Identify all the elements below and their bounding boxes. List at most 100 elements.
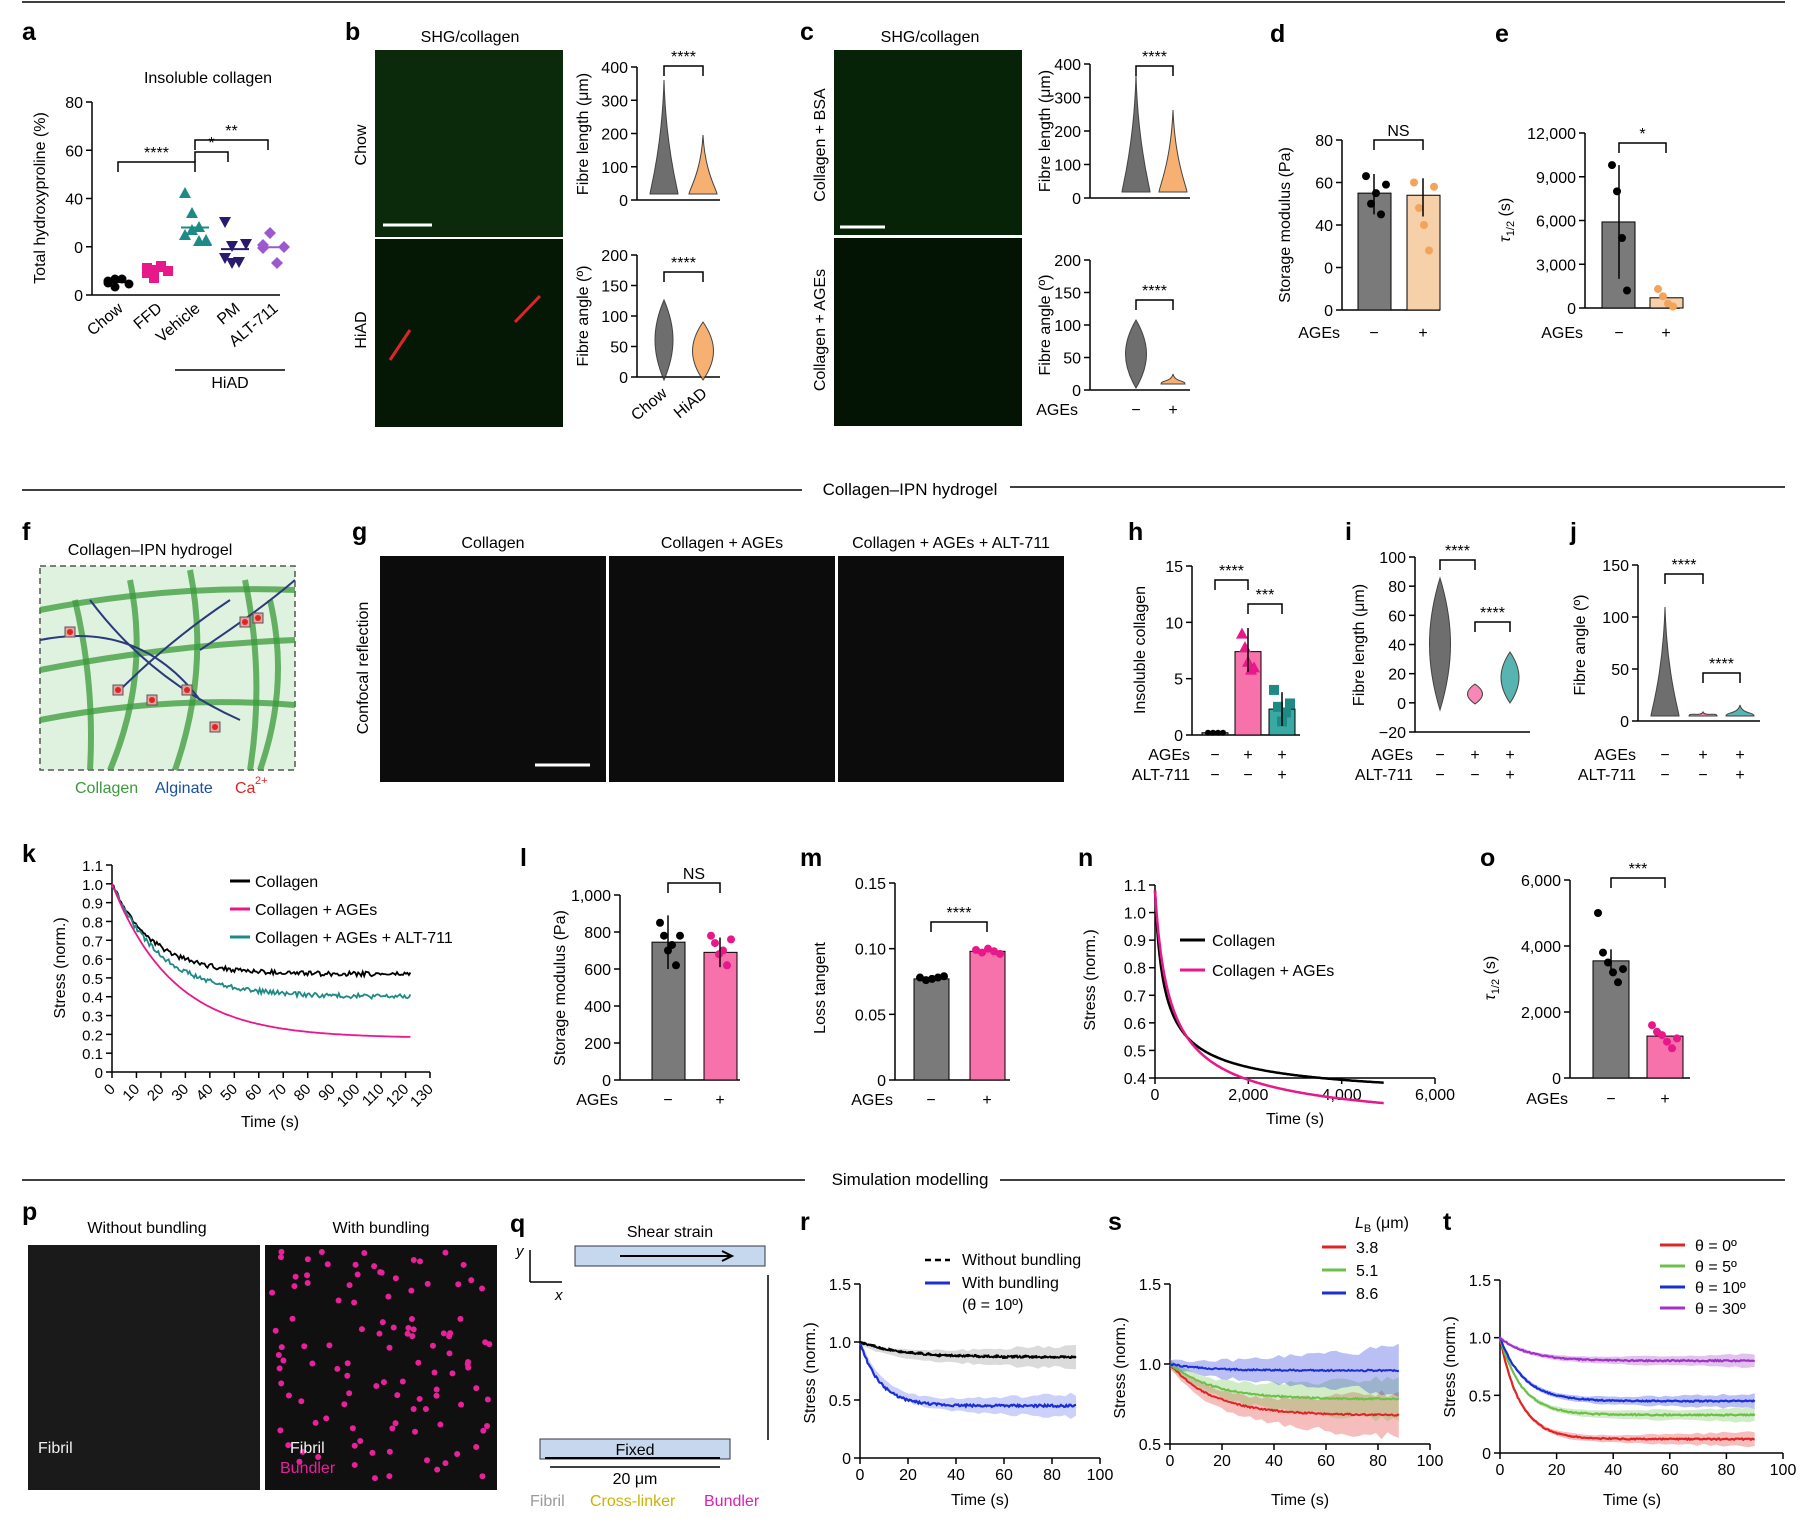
l-point [668,940,676,949]
m-x-tick-label: + [982,1092,991,1109]
fibre [375,403,378,407]
l-y-label: Storage modulus (Pa) [552,910,569,1066]
fibre [83,1487,86,1490]
r-y-tick-label: 1.5 [829,1277,851,1294]
d-y-tick-label: 80 [1315,133,1333,150]
p-bundler-dot [408,1316,415,1323]
m-point [972,945,980,954]
m-point [922,976,930,985]
b-row-label-chow: Chow [353,124,370,165]
h-alt-sign: + [1277,767,1286,784]
h-point [1269,684,1279,695]
panel-letter-b: b [345,18,360,46]
b2-y-tick-label: 100 [601,309,628,326]
fibre [545,1390,553,1392]
o-point [1673,1034,1681,1043]
h-point [1273,701,1283,712]
b1-y-tick-label: 0 [619,193,628,210]
n-y-tick-label: 0.9 [1124,933,1146,950]
p-bundler-dot [479,1473,486,1480]
k-y-tick-label: 0 [95,1065,103,1082]
e-sig-label: * [1639,126,1645,143]
n-y-tick-label: 0.4 [1124,1071,1146,1088]
e-ages-label: AGEs [1541,325,1583,342]
p-bundler-dot [449,1370,456,1377]
s-x-tick-label: 20 [1213,1453,1231,1470]
b1-sig-bracket [663,65,704,76]
b1-y-label: Fibre length (μm) [575,73,592,195]
p-bundler-dot [410,1326,417,1333]
p-bundler-dot [460,1261,467,1268]
p-bundler-dot [318,1249,325,1256]
t-band-1 [1500,1336,1755,1423]
f-ca-ion [149,697,155,703]
g-image-2-bg [838,556,1064,782]
t-legend-label-0: θ = 0º [1695,1238,1737,1255]
f-ca-ion [184,687,190,693]
a-point [219,217,231,228]
h-1-sig-label: **** [1219,563,1244,580]
panel-letter-k: k [22,840,36,868]
s-y-tick-label: 1.0 [1139,1357,1161,1374]
fibre [85,1245,87,1247]
c2-y-tick-label: 50 [1063,351,1081,368]
p-bundler-dot [278,1344,285,1351]
m-bar-plus [969,950,1006,1081]
k-y-tick-label: 0.8 [82,914,103,931]
fibre [195,1489,197,1490]
p-bundler-dot [361,1250,368,1257]
f-ca-ion [255,615,261,621]
r-y-tick-label: 0.5 [829,1393,851,1410]
p-bundler-dot [312,1419,319,1426]
fibre [961,50,967,57]
t-x-tick-label: 100 [1770,1462,1797,1479]
h-point [1215,729,1221,736]
a-title: Insoluble collagen [144,70,272,87]
b2-violin-hiad [692,321,714,381]
c-image-ages-bg [834,238,1022,426]
p-bundler-dot [479,1285,486,1292]
o-point [1648,1021,1656,1030]
b2-y-tick-label: 0 [619,370,628,387]
l-y-tick-label: 200 [584,1036,611,1053]
s-band-0 [1170,1359,1399,1440]
s-legend-title: LB (μm) [1355,1215,1409,1235]
m-x-tick-label: − [926,1092,935,1109]
a-group-label: HiAD [211,375,248,392]
p-bundler-dot [442,1460,449,1467]
f-alginate-chain [119,599,231,691]
b-image-hiad-bg [375,239,563,427]
n-y-tick-label: 0.6 [1124,1016,1146,1033]
h-y-tick-label: 15 [1165,559,1183,576]
k-x-label: Time (s) [241,1114,299,1131]
fibre [375,196,379,199]
p-bundler-dot [385,1293,392,1300]
f-collagen-fibre [257,599,281,771]
panel-letter-n: n [1078,844,1093,872]
a-point [156,261,166,271]
p-bundler-dot [429,1342,436,1349]
k-x-tick-label: 100 [334,1081,364,1111]
b2-x-tick-label: Chow [628,385,671,425]
p-bundler-dot [380,1379,387,1386]
fibre [28,1348,29,1350]
fibre [389,556,395,560]
p-bundler-dot [442,1249,449,1256]
p-bundler-dot [298,1398,305,1405]
e-point [1659,292,1667,301]
panel-letter-c: c [800,18,814,46]
c1-y-tick-label: 100 [1054,158,1081,175]
b2-sig-label: **** [671,255,696,272]
k-x-tick-label: 40 [193,1081,217,1105]
t-band-0 [1500,1336,1755,1448]
p-bundler-dot [272,1327,279,1334]
p-label-bundler: Bundler [280,1460,336,1477]
t-band-2 [1500,1336,1755,1410]
h-point [1281,707,1291,718]
s-series-0 [1169,1363,1400,1417]
p-bundler-dot [416,1395,423,1402]
c-image-bsa-bg [834,50,1022,235]
panel-letter-d: d [1270,20,1285,48]
m-point [916,973,924,982]
p-bundler-dot [376,1330,383,1337]
